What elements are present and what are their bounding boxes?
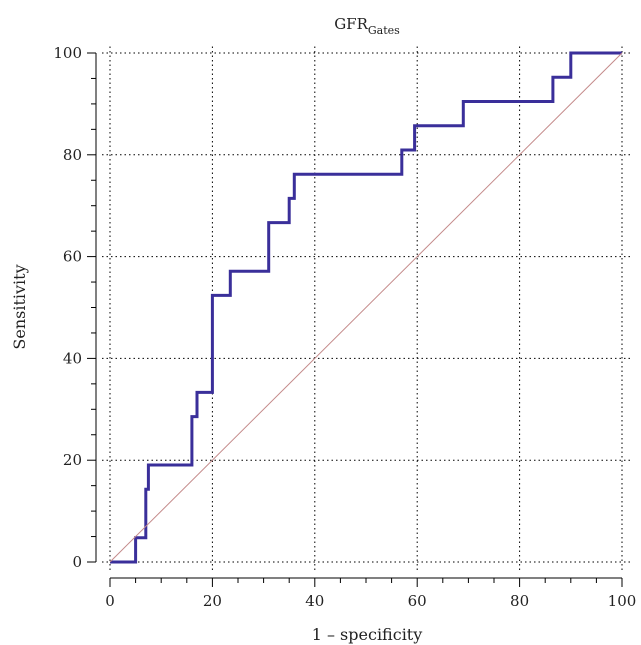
x-tick-label: 80 — [510, 592, 529, 610]
x-tick-label: 100 — [608, 592, 637, 610]
y-tick-label: 60 — [63, 248, 82, 266]
x-tick-label: 40 — [305, 592, 324, 610]
y-tick-label: 40 — [63, 349, 82, 367]
x-tick-label: 0 — [105, 592, 115, 610]
axes: 0 20 40 60 80 100 0 20 40 60 80 100 — [53, 44, 636, 610]
roc-curve — [110, 51, 622, 564]
y-tick-label: 100 — [53, 44, 82, 62]
y-tick-label: 80 — [63, 146, 82, 164]
series — [109, 51, 623, 564]
reference-diagonal-line — [109, 52, 623, 563]
chart-title: GFRGates — [334, 15, 400, 37]
y-tick-label: 20 — [63, 451, 82, 469]
x-tick-label: 60 — [408, 592, 427, 610]
x-tick-label: 20 — [203, 592, 222, 610]
y-axis-title: Sensitivity — [10, 264, 29, 349]
x-axis-title: 1 – specificity — [312, 625, 423, 644]
y-tick-label: 0 — [72, 553, 82, 571]
